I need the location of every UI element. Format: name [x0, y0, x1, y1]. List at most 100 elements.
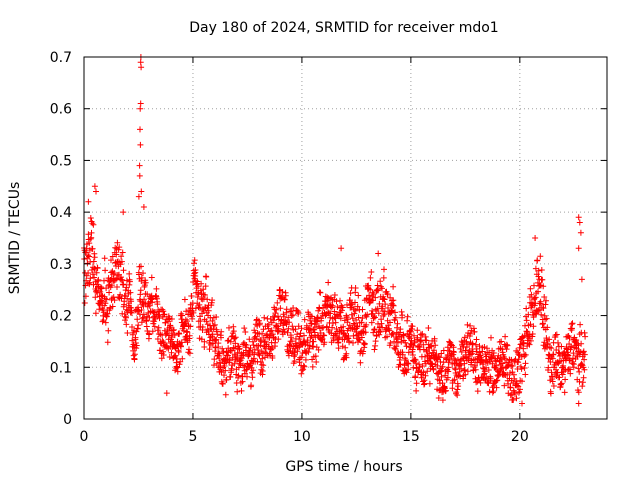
data-point	[204, 296, 211, 303]
data-point	[238, 387, 245, 394]
data-point	[428, 343, 435, 350]
data-point	[311, 321, 318, 328]
data-point	[338, 245, 345, 252]
data-point	[377, 328, 384, 335]
data-point	[409, 323, 416, 330]
data-point	[168, 316, 175, 322]
data-point	[529, 331, 536, 337]
data-point	[570, 350, 577, 357]
data-point	[137, 105, 144, 112]
data-point	[133, 342, 140, 349]
data-point	[501, 355, 508, 362]
data-point	[155, 324, 162, 331]
data-point	[381, 266, 387, 273]
data-point	[296, 336, 302, 343]
data-point	[124, 295, 131, 302]
data-point	[350, 332, 357, 339]
data-point	[535, 267, 542, 274]
data-point	[297, 330, 304, 337]
data-point	[355, 292, 362, 299]
data-point	[337, 315, 344, 322]
data-point	[377, 278, 384, 285]
data-point	[528, 291, 535, 298]
data-point	[232, 334, 239, 341]
data-point	[289, 312, 296, 318]
data-point	[581, 366, 588, 373]
data-point	[431, 335, 438, 342]
data-point	[241, 370, 248, 377]
data-point	[547, 390, 554, 397]
data-point	[120, 281, 127, 288]
data-point	[273, 306, 280, 313]
data-point	[172, 352, 179, 359]
data-point	[160, 348, 167, 355]
data-point	[535, 288, 541, 295]
data-point	[472, 366, 479, 373]
data-point	[582, 333, 589, 340]
data-point	[375, 250, 382, 257]
data-point	[194, 278, 201, 285]
data-point	[505, 380, 512, 387]
data-point	[522, 360, 529, 367]
data-point	[497, 368, 503, 375]
data-point	[578, 276, 585, 283]
data-point	[88, 229, 95, 236]
data-point	[416, 361, 423, 368]
data-point	[99, 298, 106, 305]
data-point	[87, 215, 94, 221]
data-point	[291, 351, 298, 358]
data-point	[133, 328, 140, 335]
data-point	[168, 349, 175, 356]
data-point	[139, 315, 146, 322]
data-point	[182, 316, 189, 323]
data-point	[324, 323, 330, 330]
data-point	[136, 162, 143, 169]
data-point	[212, 337, 219, 344]
data-point	[576, 368, 583, 375]
data-point	[249, 374, 256, 381]
data-point	[438, 373, 445, 380]
data-point	[559, 371, 566, 378]
data-point	[431, 347, 437, 354]
x-axis-title: GPS time / hours	[285, 459, 402, 475]
data-point	[138, 319, 145, 326]
data-point	[126, 278, 133, 285]
data-point	[146, 302, 153, 309]
data-point	[580, 374, 587, 381]
data-point	[408, 328, 414, 335]
data-point	[269, 355, 276, 361]
data-point	[260, 362, 267, 369]
data-point	[387, 340, 394, 346]
data-point	[102, 319, 109, 326]
data-point	[360, 348, 367, 355]
data-point	[209, 318, 216, 324]
data-point	[123, 321, 130, 328]
data-point	[439, 363, 446, 370]
data-point	[331, 292, 338, 298]
data-point	[140, 311, 147, 318]
data-point	[313, 324, 319, 331]
data-point	[259, 330, 266, 337]
data-points	[81, 54, 589, 407]
data-point	[537, 300, 544, 307]
data-point	[368, 269, 375, 275]
data-point	[269, 331, 276, 338]
data-point	[127, 289, 134, 296]
data-point	[181, 321, 188, 328]
y-tick-label: 0.5	[50, 153, 72, 169]
data-point	[211, 362, 217, 369]
data-point	[86, 240, 93, 247]
data-point	[531, 295, 538, 302]
data-point	[502, 333, 509, 340]
data-point	[137, 100, 144, 107]
data-point	[126, 270, 133, 277]
data-point	[449, 385, 456, 392]
data-point	[108, 282, 115, 289]
data-point	[206, 346, 213, 353]
data-point	[450, 349, 457, 356]
data-point	[101, 255, 108, 262]
data-point	[137, 59, 144, 66]
data-point	[578, 340, 585, 347]
data-point	[113, 275, 120, 282]
data-point	[405, 349, 412, 356]
